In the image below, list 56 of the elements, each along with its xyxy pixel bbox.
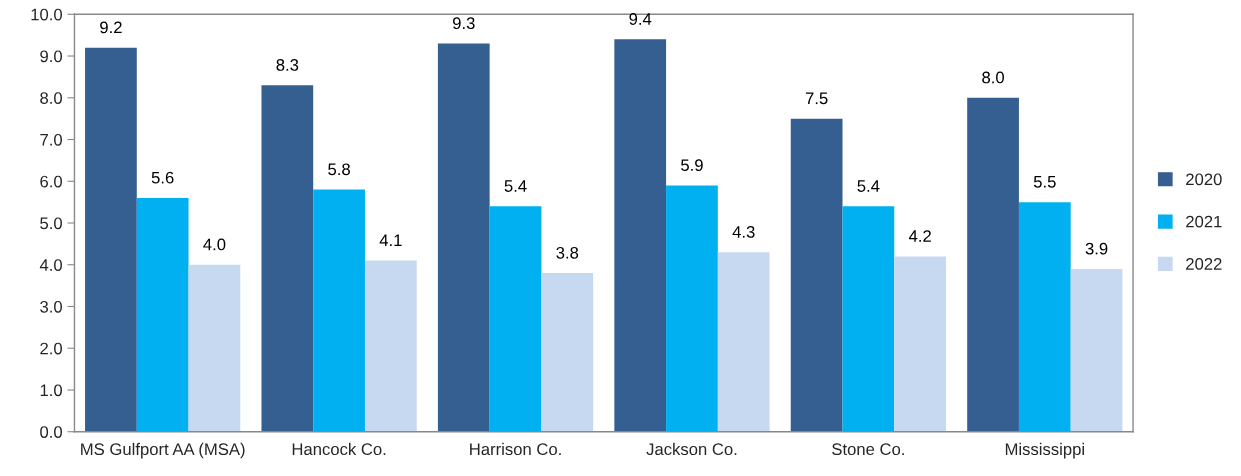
y-tick-label: 2.0	[40, 342, 62, 355]
bar	[261, 85, 314, 432]
bar	[541, 273, 594, 432]
bar	[313, 189, 365, 432]
bar	[489, 206, 542, 432]
x-tick-label: MS Gulfport AA (MSA)	[81, 442, 245, 459]
legend-label: 2020	[1186, 173, 1222, 186]
data-label: 4.0	[203, 238, 226, 251]
data-label: 5.4	[504, 180, 527, 192]
y-tick-label: 6.0	[40, 175, 62, 188]
data-label: 8.3	[276, 59, 299, 71]
bar	[717, 252, 770, 432]
x-tick-label: Stone Co.	[832, 443, 904, 456]
data-label: 4.3	[732, 226, 755, 238]
data-label: 5.5	[1033, 176, 1056, 188]
bar	[1018, 202, 1071, 432]
data-label: 9.3	[452, 17, 475, 30]
bar	[967, 97, 1019, 432]
bar	[85, 47, 137, 432]
bar	[364, 260, 417, 432]
data-label: 5.9	[681, 159, 703, 172]
bar	[790, 118, 843, 432]
bar	[894, 256, 947, 432]
y-tick-label: 4.0	[39, 259, 62, 271]
bar	[437, 43, 490, 432]
y-tick-label: 3.0	[40, 300, 62, 313]
y-tick-label: 1.0	[40, 384, 62, 397]
bar	[842, 206, 895, 432]
data-label: 5.8	[328, 163, 350, 176]
data-label: 4.1	[379, 234, 402, 247]
data-label: 8.0	[982, 71, 1004, 84]
data-label: 5.4	[857, 180, 880, 192]
x-tick-label: Hancock Co.	[292, 442, 386, 456]
x-tick-label: Harrison Co.	[470, 442, 561, 456]
bar	[614, 39, 667, 432]
data-label: 3.9	[1085, 242, 1108, 255]
y-tick-label: 8.0	[40, 92, 62, 104]
data-label: 3.8	[556, 246, 579, 259]
bar	[136, 197, 189, 432]
y-tick-label: 5.0	[40, 217, 62, 230]
y-tick-label: 10.0	[31, 8, 63, 21]
bar	[666, 185, 718, 432]
y-tick-label: 9.0	[40, 50, 62, 63]
bar	[188, 264, 241, 432]
data-label: 4.2	[908, 230, 931, 242]
data-label: 5.6	[151, 171, 174, 184]
y-tick-label: 7.0	[40, 133, 62, 146]
data-label: 7.5	[805, 92, 828, 105]
legend-label: 2022	[1186, 258, 1222, 270]
bar	[1070, 268, 1123, 432]
data-label: 9.2	[100, 21, 122, 34]
data-label: 9.4	[629, 13, 652, 25]
legend-label: 2021	[1186, 215, 1222, 228]
x-tick-label: Mississippi	[1005, 442, 1084, 459]
y-tick-label: 0.0	[40, 426, 62, 438]
x-tick-label: Jackson Co.	[646, 442, 737, 456]
